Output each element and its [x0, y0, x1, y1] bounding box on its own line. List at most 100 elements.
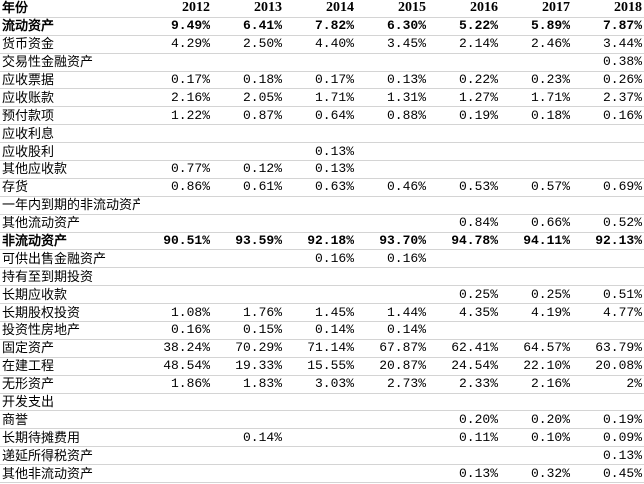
value-cell: 0.77% [140, 160, 212, 179]
value-cell: 0.13% [284, 142, 356, 162]
value-cell [356, 410, 428, 430]
value-cell [212, 464, 284, 484]
row-label: 交易性金融资产 [0, 53, 140, 72]
value-cell [140, 410, 212, 430]
row-label: 一年内到期的非流动资产 [0, 196, 140, 215]
value-cell: 1.83% [212, 375, 284, 394]
value-cell [284, 285, 356, 305]
value-cell: 0.25% [500, 285, 572, 305]
value-cell: 71.14% [284, 339, 356, 358]
value-cell [572, 196, 644, 215]
year-header: 2014 [284, 0, 356, 18]
value-cell [284, 214, 356, 233]
value-cell [572, 393, 644, 412]
value-cell: 0.14% [356, 321, 428, 340]
value-cell: 2.37% [572, 88, 644, 108]
row-label: 存货 [0, 178, 140, 197]
value-cell: 0.46% [356, 178, 428, 197]
value-cell: 1.27% [428, 88, 500, 108]
value-cell [212, 285, 284, 305]
value-cell: 7.82% [284, 17, 356, 36]
row-label: 应收利息 [0, 124, 140, 144]
value-cell [356, 446, 428, 466]
year-header: 2012 [140, 0, 212, 18]
value-cell: 93.70% [356, 232, 428, 251]
year-header: 2017 [500, 0, 572, 18]
value-cell: 5.89% [500, 17, 572, 36]
value-cell: 24.54% [428, 357, 500, 376]
value-cell [500, 160, 572, 179]
value-cell: 0.51% [572, 285, 644, 305]
row-label: 其他非流动资产 [0, 464, 140, 484]
year-header: 2013 [212, 0, 284, 18]
value-cell [284, 428, 356, 448]
value-cell: 0.69% [572, 178, 644, 197]
year-header: 2018 [572, 0, 644, 18]
value-cell [356, 53, 428, 72]
value-cell [428, 249, 500, 269]
value-cell [356, 214, 428, 233]
table-row: 非流动资产 90.51% 93.59% 92.18% 93.70% 94.78% 94.11… [0, 232, 644, 251]
value-cell: 0.13% [356, 71, 428, 90]
value-cell: 93.59% [212, 232, 284, 251]
table-row: 应收股利 0.13% [0, 142, 644, 162]
value-cell: 0.64% [284, 106, 356, 126]
value-cell: 70.29% [212, 339, 284, 358]
row-label: 投资性房地产 [0, 321, 140, 340]
value-cell [428, 160, 500, 179]
row-label: 可供出售金融资产 [0, 249, 140, 269]
value-cell [140, 267, 212, 287]
table-row: 长期待摊费用 0.14% 0.11% 0.10% 0.09% [0, 428, 644, 448]
value-cell: 1.31% [356, 88, 428, 108]
row-label: 持有至到期投资 [0, 267, 140, 287]
value-cell: 0.09% [572, 428, 644, 448]
value-cell: 94.78% [428, 232, 500, 251]
row-label: 其他应收款 [0, 160, 140, 179]
value-cell [572, 249, 644, 269]
value-cell [284, 196, 356, 215]
value-cell [356, 393, 428, 412]
value-cell [140, 285, 212, 305]
value-cell [140, 142, 212, 162]
value-cell [284, 124, 356, 144]
value-cell: 0.17% [140, 71, 212, 90]
value-cell: 0.32% [500, 464, 572, 484]
table-row: 持有至到期投资 [0, 267, 644, 287]
value-cell: 48.54% [140, 357, 212, 376]
value-cell [284, 267, 356, 287]
value-cell: 0.87% [212, 106, 284, 126]
row-label: 应收票据 [0, 71, 140, 90]
value-cell: 2.33% [428, 375, 500, 394]
value-cell [140, 53, 212, 72]
row-label: 流动资产 [0, 17, 140, 36]
value-cell [140, 393, 212, 412]
value-cell: 0.20% [428, 410, 500, 430]
value-cell [500, 53, 572, 72]
value-cell [212, 53, 284, 72]
value-cell: 0.11% [428, 428, 500, 448]
value-cell [284, 53, 356, 72]
table-row: 递延所得税资产 0.13% [0, 446, 644, 466]
value-cell: 2.73% [356, 375, 428, 394]
value-cell: 5.22% [428, 17, 500, 36]
value-cell: 6.30% [356, 17, 428, 36]
value-cell: 92.13% [572, 232, 644, 251]
value-cell: 0.19% [572, 410, 644, 430]
value-cell [212, 393, 284, 412]
table-row: 预付款项 1.22% 0.87% 0.64% 0.88% 0.19% 0.18% 0.16% [0, 106, 644, 126]
table-row: 应收账款 2.16% 2.05% 1.71% 1.31% 1.27% 1.71% 2.37% [0, 88, 644, 108]
value-cell [212, 142, 284, 162]
row-label: 固定资产 [0, 339, 140, 358]
value-cell: 38.24% [140, 339, 212, 358]
value-cell [140, 124, 212, 144]
value-cell [284, 393, 356, 412]
row-label: 其他流动资产 [0, 214, 140, 233]
value-cell: 2.50% [212, 35, 284, 54]
value-cell: 2.16% [140, 88, 212, 108]
value-cell: 67.87% [356, 339, 428, 358]
value-cell [428, 393, 500, 412]
row-label: 开发支出 [0, 393, 140, 412]
value-cell: 19.33% [212, 357, 284, 376]
row-label: 长期股权投资 [0, 303, 140, 323]
value-cell [140, 428, 212, 448]
